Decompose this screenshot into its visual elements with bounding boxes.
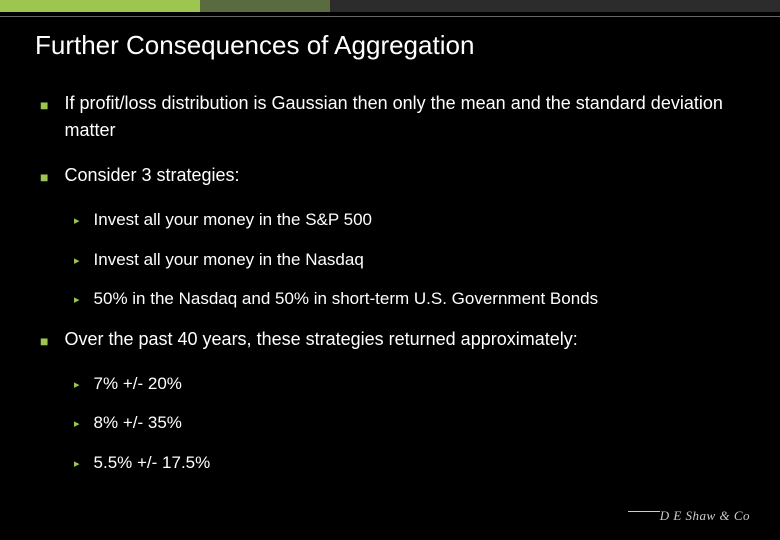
top-decorative-bar [0, 0, 780, 18]
bullet-marker-triangle-icon: ▸ [74, 456, 80, 473]
bullet-text: Over the past 40 years, these strategies… [64, 326, 577, 353]
bullet-marker-square-icon: ■ [40, 331, 48, 352]
bullet-text: 50% in the Nasdaq and 50% in short-term … [94, 286, 599, 312]
slide-title: Further Consequences of Aggregation [35, 30, 474, 61]
bullet-item: ■ Consider 3 strategies: [40, 162, 740, 189]
sub-bullet-item: ▸ 50% in the Nasdaq and 50% in short-ter… [74, 286, 740, 312]
logo-text: D E Shaw & Co [660, 508, 750, 524]
top-bar-segment-olive [200, 0, 330, 12]
bullet-text: 7% +/- 20% [94, 371, 182, 397]
bullet-text: 5.5% +/- 17.5% [94, 450, 211, 476]
logo-line-icon [628, 511, 660, 512]
bullet-marker-square-icon: ■ [40, 167, 48, 188]
bullet-text: 8% +/- 35% [94, 410, 182, 436]
slide-content: ■ If profit/loss distribution is Gaussia… [40, 90, 740, 489]
bullet-marker-square-icon: ■ [40, 95, 48, 116]
bullet-text: Consider 3 strategies: [64, 162, 239, 189]
bullet-marker-triangle-icon: ▸ [74, 253, 80, 270]
bullet-item: ■ Over the past 40 years, these strategi… [40, 326, 740, 353]
sub-bullet-item: ▸ 8% +/- 35% [74, 410, 740, 436]
top-bar-segment-gray [330, 0, 780, 12]
bullet-text: Invest all your money in the Nasdaq [94, 247, 364, 273]
top-bar-segment-green [0, 0, 200, 12]
bullet-text: If profit/loss distribution is Gaussian … [64, 90, 740, 144]
sub-bullet-item: ▸ 5.5% +/- 17.5% [74, 450, 740, 476]
sub-bullet-item: ▸ 7% +/- 20% [74, 371, 740, 397]
top-rule [0, 16, 780, 17]
company-logo: D E Shaw & Co [628, 508, 750, 524]
sub-bullet-item: ▸ Invest all your money in the S&P 500 [74, 207, 740, 233]
sub-bullet-item: ▸ Invest all your money in the Nasdaq [74, 247, 740, 273]
bullet-marker-triangle-icon: ▸ [74, 416, 80, 433]
bullet-item: ■ If profit/loss distribution is Gaussia… [40, 90, 740, 144]
bullet-marker-triangle-icon: ▸ [74, 377, 80, 394]
bullet-marker-triangle-icon: ▸ [74, 213, 80, 230]
bullet-text: Invest all your money in the S&P 500 [94, 207, 372, 233]
bullet-marker-triangle-icon: ▸ [74, 292, 80, 309]
